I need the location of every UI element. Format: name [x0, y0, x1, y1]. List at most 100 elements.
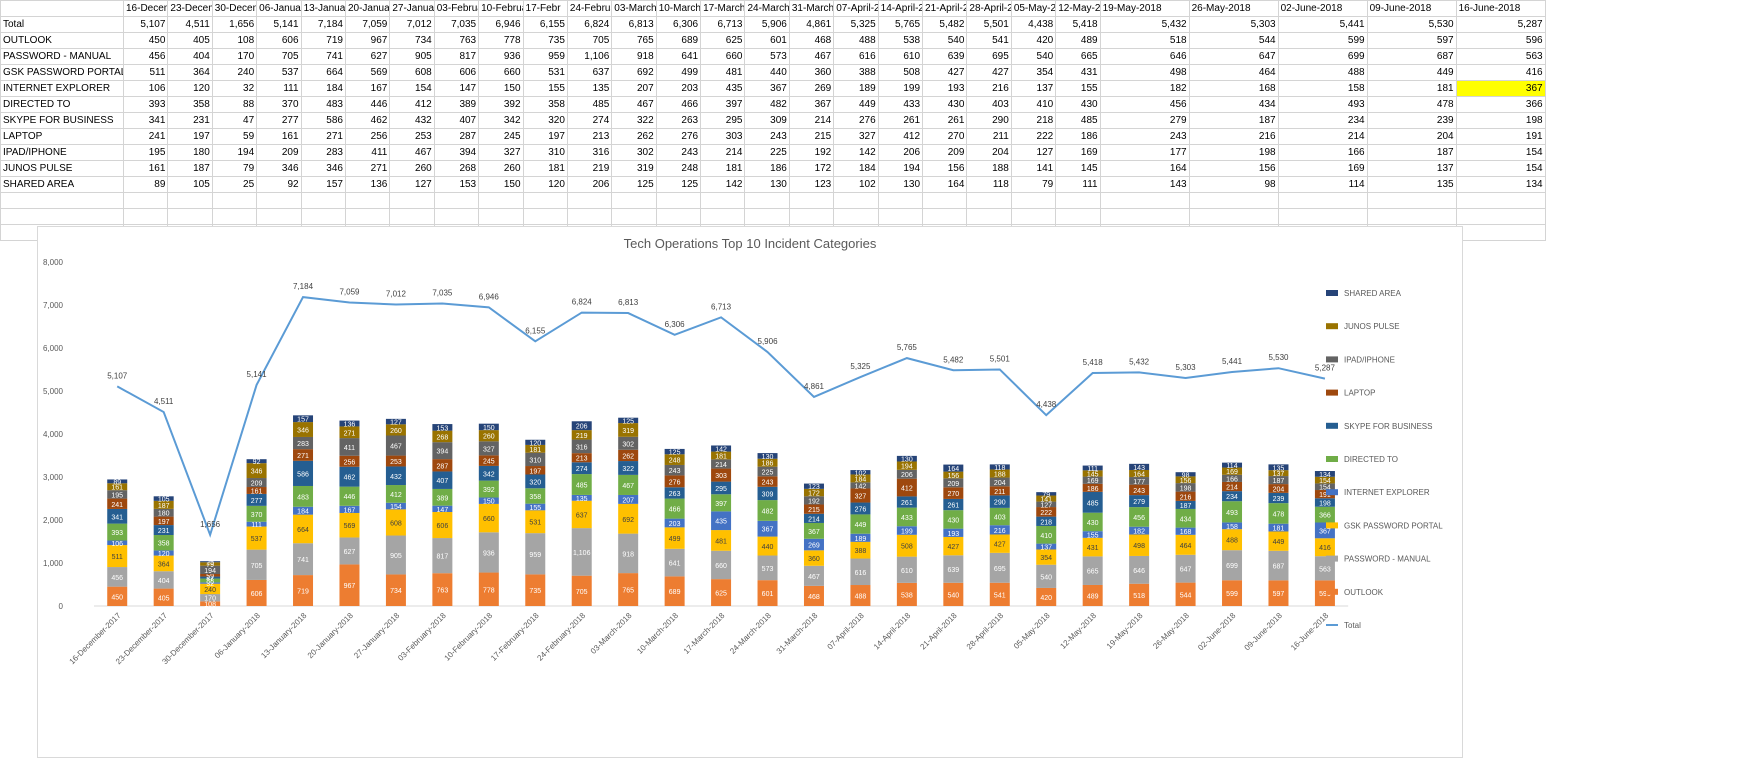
value-cell[interactable]: 141: [1010, 160, 1057, 177]
value-cell[interactable]: 625: [700, 32, 746, 49]
value-cell[interactable]: 646: [1099, 48, 1190, 65]
cell[interactable]: [700, 208, 746, 225]
cell[interactable]: [611, 208, 657, 225]
value-cell[interactable]: 403: [966, 96, 1012, 113]
value-cell[interactable]: 456: [1099, 96, 1190, 113]
value-cell[interactable]: 147: [433, 80, 480, 97]
value-cell[interactable]: 261: [922, 112, 968, 129]
cell[interactable]: [0, 192, 124, 209]
value-cell[interactable]: 705: [566, 32, 613, 49]
value-cell[interactable]: 164: [922, 176, 968, 193]
value-cell[interactable]: 199: [877, 80, 924, 97]
value-cell[interactable]: 114: [1277, 176, 1368, 193]
value-cell[interactable]: 204: [1366, 128, 1457, 145]
value-cell[interactable]: 92: [256, 176, 302, 193]
date-header-cell[interactable]: 24-March-: [744, 0, 790, 17]
cell[interactable]: [256, 208, 302, 225]
value-cell[interactable]: 319: [611, 160, 657, 177]
row-label-cell[interactable]: DIRECTED TO: [0, 96, 124, 113]
value-cell[interactable]: 389: [433, 96, 480, 113]
value-cell[interactable]: 102: [833, 176, 879, 193]
value-cell[interactable]: 157: [300, 176, 346, 193]
cell[interactable]: [1277, 208, 1368, 225]
value-cell[interactable]: 274: [566, 112, 613, 129]
value-cell[interactable]: 47: [211, 112, 258, 129]
value-cell[interactable]: 209: [256, 144, 302, 161]
cell[interactable]: [1366, 208, 1457, 225]
value-cell[interactable]: 601: [744, 32, 790, 49]
value-cell[interactable]: 120: [167, 80, 213, 97]
value-cell[interactable]: 342: [478, 112, 524, 129]
date-header-cell[interactable]: 09-June-2018: [1366, 0, 1457, 17]
value-cell[interactable]: 467: [611, 96, 657, 113]
date-header-cell[interactable]: 10-Februa: [478, 0, 524, 17]
value-cell[interactable]: 207: [611, 80, 657, 97]
cell[interactable]: [167, 192, 213, 209]
date-header-cell[interactable]: 16-Decem: [122, 0, 169, 17]
value-cell[interactable]: 5,530: [1366, 16, 1457, 33]
value-cell[interactable]: 493: [1277, 96, 1368, 113]
value-cell[interactable]: 191: [1455, 128, 1546, 145]
value-cell[interactable]: 260: [389, 160, 435, 177]
value-cell[interactable]: 234: [1277, 112, 1368, 129]
value-cell[interactable]: 130: [877, 176, 924, 193]
value-cell[interactable]: 358: [167, 96, 213, 113]
value-cell[interactable]: 150: [478, 176, 524, 193]
cell[interactable]: [655, 192, 702, 209]
value-cell[interactable]: 181: [1366, 80, 1457, 97]
value-cell[interactable]: 154: [1455, 160, 1546, 177]
value-cell[interactable]: 125: [611, 176, 657, 193]
value-cell[interactable]: 137: [1366, 160, 1457, 177]
value-cell[interactable]: 432: [389, 112, 435, 129]
value-cell[interactable]: 197: [167, 128, 213, 145]
value-cell[interactable]: 660: [700, 48, 746, 65]
value-cell[interactable]: 322: [611, 112, 657, 129]
value-cell[interactable]: 156: [922, 160, 968, 177]
value-cell[interactable]: 5,432: [1099, 16, 1190, 33]
value-cell[interactable]: 271: [344, 160, 391, 177]
value-cell[interactable]: 216: [1188, 128, 1279, 145]
value-cell[interactable]: 599: [1277, 32, 1368, 49]
value-cell[interactable]: 481: [700, 64, 746, 81]
value-cell[interactable]: 639: [922, 48, 968, 65]
cell[interactable]: [833, 208, 879, 225]
cell[interactable]: [744, 192, 790, 209]
value-cell[interactable]: 214: [788, 112, 835, 129]
value-cell[interactable]: 59: [211, 128, 258, 145]
value-cell[interactable]: 627: [344, 48, 391, 65]
value-cell[interactable]: 260: [478, 160, 524, 177]
value-cell[interactable]: 186: [1055, 128, 1101, 145]
value-cell[interactable]: 145: [1055, 160, 1101, 177]
cell[interactable]: [1099, 192, 1190, 209]
value-cell[interactable]: 169: [1277, 160, 1368, 177]
cell[interactable]: [478, 192, 524, 209]
value-cell[interactable]: 290: [966, 112, 1012, 129]
date-header-cell[interactable]: 23-Decem: [167, 0, 213, 17]
value-cell[interactable]: 366: [1455, 96, 1546, 113]
value-cell[interactable]: 959: [522, 48, 568, 65]
cell[interactable]: [966, 192, 1012, 209]
cell[interactable]: [1055, 208, 1101, 225]
value-cell[interactable]: 6,824: [566, 16, 613, 33]
value-cell[interactable]: 198: [1455, 112, 1546, 129]
cell[interactable]: [877, 208, 924, 225]
value-cell[interactable]: 393: [122, 96, 169, 113]
value-cell[interactable]: 5,501: [966, 16, 1012, 33]
value-cell[interactable]: 231: [167, 112, 213, 129]
value-cell[interactable]: 240: [211, 64, 258, 81]
row-label-cell[interactable]: SHARED AREA: [0, 176, 124, 193]
value-cell[interactable]: 817: [433, 48, 480, 65]
value-cell[interactable]: 167: [344, 80, 391, 97]
value-cell[interactable]: 5,141: [256, 16, 302, 33]
cell[interactable]: [122, 192, 169, 209]
value-cell[interactable]: 6,155: [522, 16, 568, 33]
value-cell[interactable]: 478: [1366, 96, 1457, 113]
value-cell[interactable]: 204: [966, 144, 1012, 161]
value-cell[interactable]: 268: [433, 160, 480, 177]
value-cell[interactable]: 214: [700, 144, 746, 161]
value-cell[interactable]: 219: [566, 160, 613, 177]
cell[interactable]: [300, 192, 346, 209]
date-header-cell[interactable]: 21-April-2: [922, 0, 968, 17]
cell[interactable]: [478, 208, 524, 225]
value-cell[interactable]: 346: [300, 160, 346, 177]
